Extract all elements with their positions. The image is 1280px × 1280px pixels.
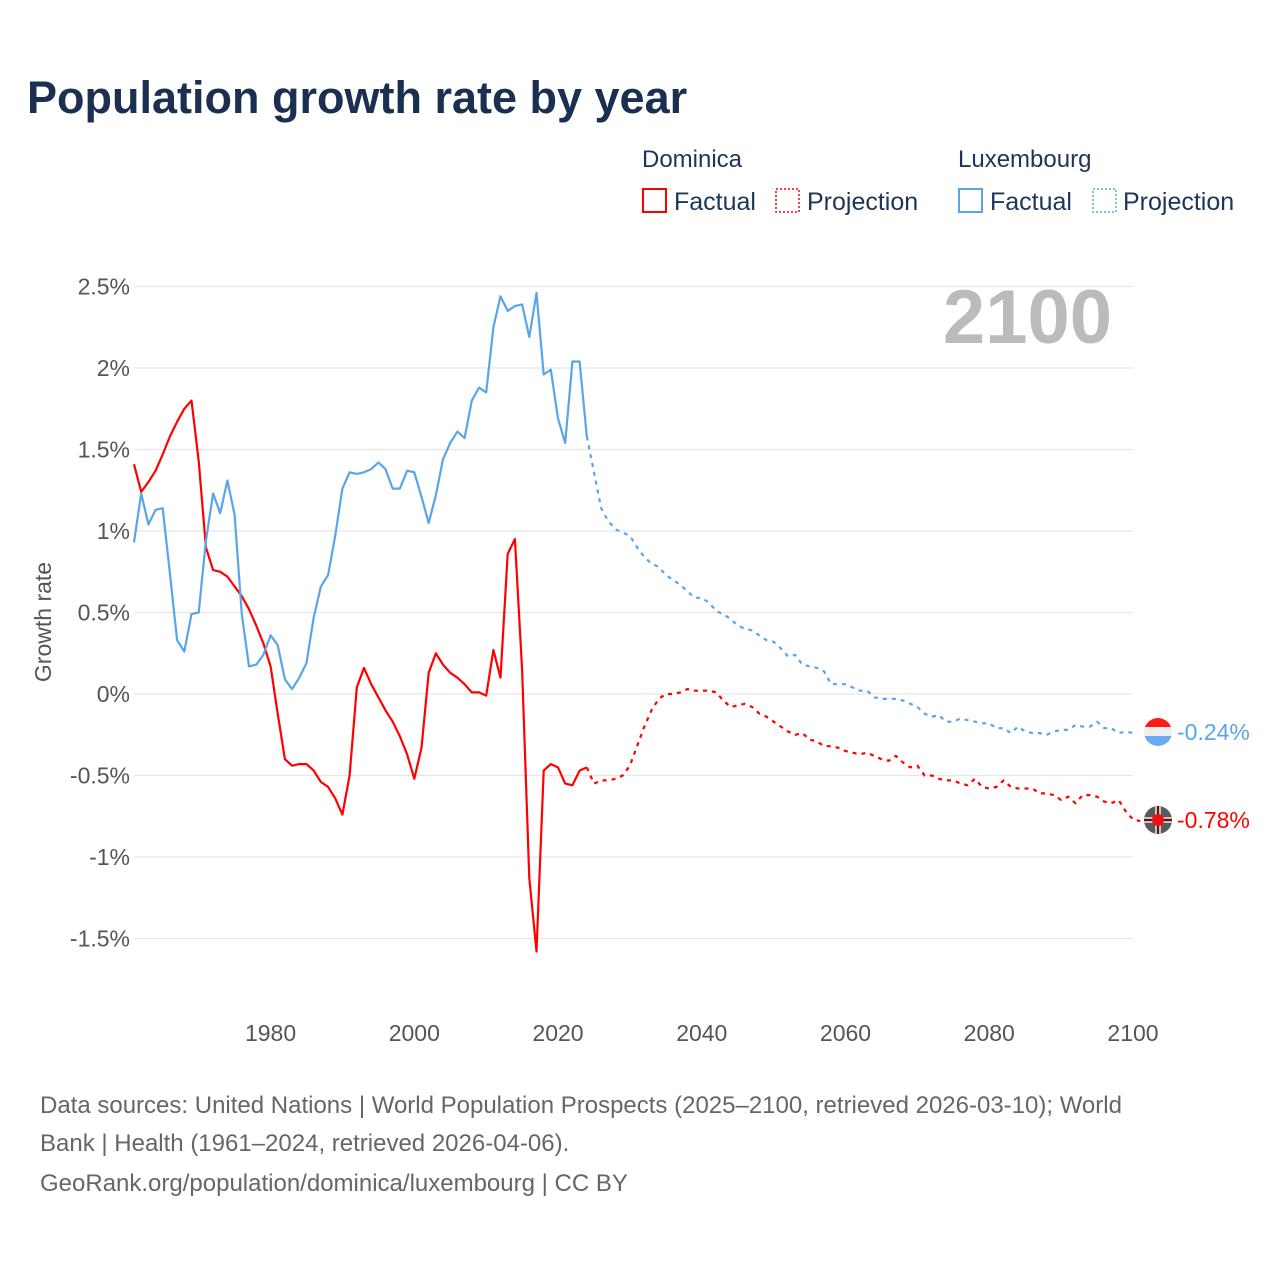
legend-item-dominica-projection[interactable]: Projection — [807, 188, 918, 216]
y-tick-label: 0.5% — [78, 600, 130, 626]
legend-group-dominica: Dominica — [642, 146, 743, 173]
y-axis-ticks: 2.5% 2% 1.5% 1% 0.5% 0% -0.5% -1% -1.5% — [70, 274, 130, 952]
luxembourg-factual-line — [132, 291, 588, 691]
current-year-label: 2100 — [943, 275, 1112, 360]
x-tick-label: 1980 — [245, 1020, 296, 1046]
footer-sources-line2: Bank | Health (1961–2024, retrieved 2026… — [40, 1130, 569, 1157]
footer-sources-line1: Data sources: United Nations | World Pop… — [40, 1092, 1122, 1119]
y-axis-label: Growth rate — [30, 562, 56, 682]
legend-swatch-dominica-projection — [775, 188, 800, 213]
y-tick-label: 2% — [97, 355, 130, 381]
legend-swatch-luxembourg-projection — [1092, 188, 1117, 213]
y-tick-label: 1.5% — [78, 437, 130, 463]
dominica-end-value: -0.78% — [1177, 807, 1250, 833]
x-tick-label: 2040 — [676, 1020, 727, 1046]
luxembourg-flag-icon — [1144, 718, 1172, 746]
legend-swatch-luxembourg-factual — [958, 188, 983, 213]
x-tick-label: 2080 — [964, 1020, 1015, 1046]
legend-swatch-dominica-factual — [642, 188, 667, 213]
x-axis-ticks: 1980 2000 2020 2040 2060 2080 2100 — [245, 1020, 1159, 1046]
x-tick-label: 2000 — [389, 1020, 440, 1046]
y-tick-label: -0.5% — [70, 763, 130, 789]
dominica-projection-line — [585, 687, 1141, 823]
legend-group-luxembourg: Luxembourg — [958, 146, 1091, 173]
legend: Dominica Factual Projection Luxembourg F… — [642, 146, 1234, 216]
x-tick-label: 2020 — [532, 1020, 583, 1046]
gridlines — [134, 285, 1133, 940]
y-tick-label: -1% — [89, 844, 130, 870]
y-tick-label: 1% — [97, 518, 130, 544]
x-tick-label: 2100 — [1107, 1020, 1158, 1046]
legend-item-luxembourg-projection[interactable]: Projection — [1123, 188, 1234, 216]
y-tick-label: -1.5% — [70, 926, 130, 952]
luxembourg-end-value: -0.24% — [1177, 719, 1250, 745]
legend-item-dominica-factual[interactable]: Factual — [674, 188, 756, 216]
y-tick-label: 2.5% — [78, 274, 130, 300]
legend-item-luxembourg-factual[interactable]: Factual — [990, 188, 1072, 216]
luxembourg-projection-line — [585, 436, 1134, 736]
series-lines — [132, 291, 1141, 953]
chart-title: Population growth rate by year — [27, 72, 687, 123]
y-tick-label: 0% — [97, 681, 130, 707]
footer-attribution-link[interactable]: GeoRank.org/population/dominica/luxembou… — [40, 1170, 628, 1197]
dominica-flag-icon — [1144, 806, 1172, 834]
x-tick-label: 2060 — [820, 1020, 871, 1046]
dominica-factual-line — [132, 399, 588, 953]
